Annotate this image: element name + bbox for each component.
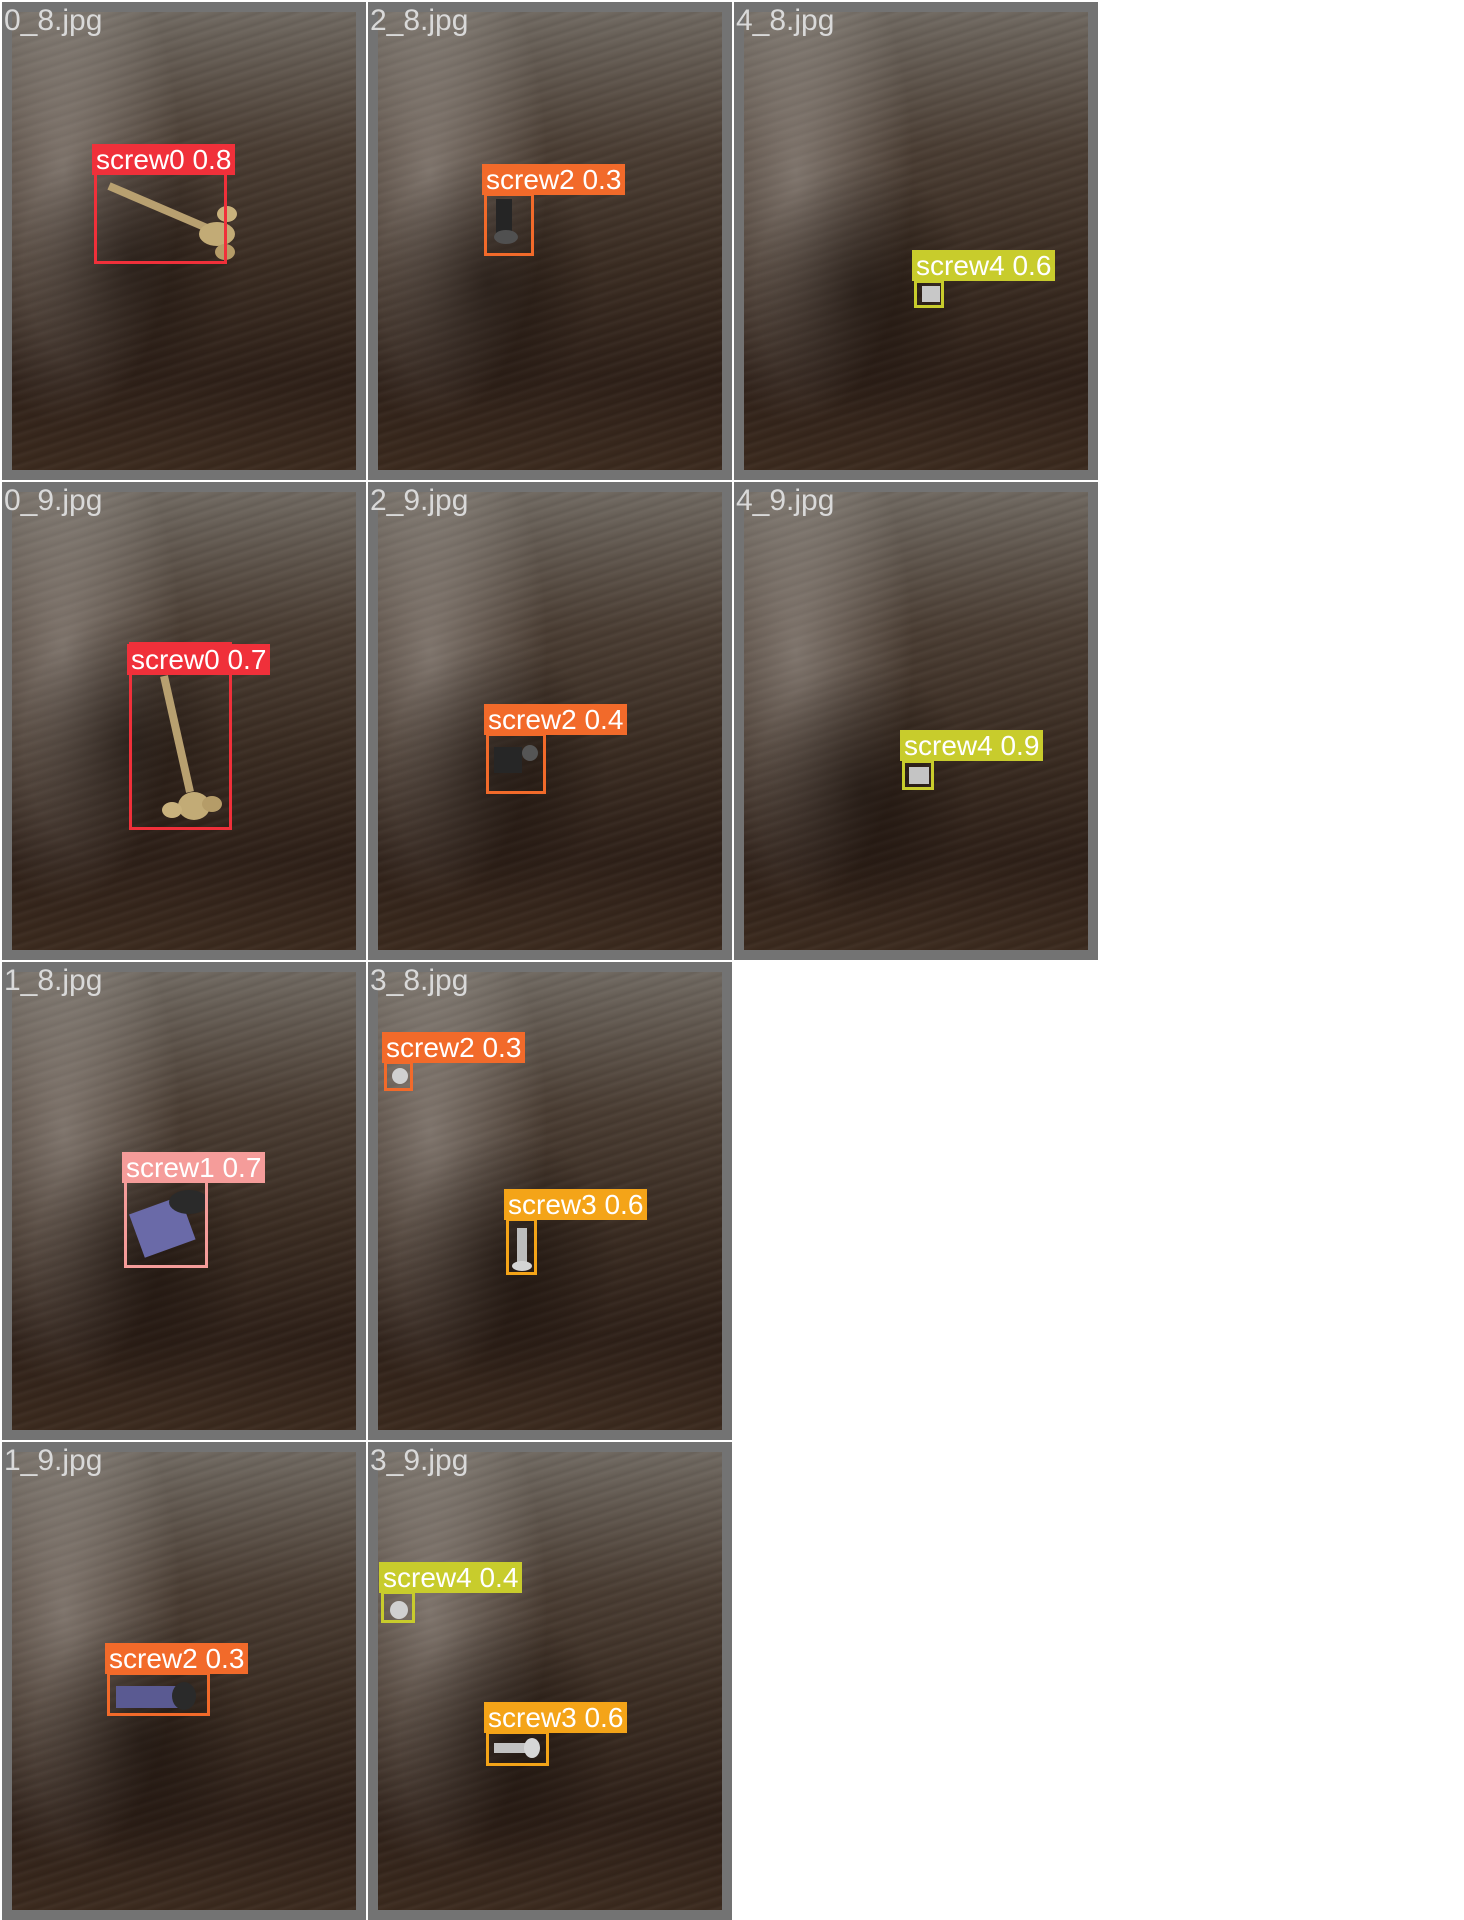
filename-label: 3_8.jpg [370,964,469,997]
detection-label: screw1 0.7 [122,1152,266,1183]
detection-label: screw0 0.7 [127,644,271,675]
photo: screw2 0.3 [12,1452,356,1910]
bbox-screw4 [902,760,934,790]
bbox-screw4 [914,280,944,308]
photo: screw2 0.3 screw3 0.6 [378,972,722,1430]
detection-label: screw2 0.4 [484,704,628,735]
bbox-screw3 [486,1731,549,1766]
silver-screw-object [392,1068,408,1084]
bbox-screw4 [381,1591,415,1623]
filename-label: 2_8.jpg [370,4,469,37]
filename-label: 2_9.jpg [370,484,469,517]
filename-label: 0_9.jpg [4,484,103,517]
bbox-screw2 [484,193,534,256]
wing-screw-object [160,675,222,820]
detection-label: screw2 0.3 [382,1032,526,1063]
image-tile-1_8: screw1 0.7 1_8.jpg [2,962,366,1440]
detection-label: screw4 0.4 [379,1562,523,1593]
blue-screw-object [116,1682,196,1710]
bbox-screw2 [384,1061,413,1091]
filename-label: 1_8.jpg [4,964,103,997]
bbox-screw0 [94,172,227,264]
photo: screw4 0.6 [744,12,1088,470]
detection-label: screw2 0.3 [482,164,626,195]
black-screw-object [494,745,538,773]
image-tile-2_9: screw2 0.4 2_9.jpg [368,482,732,960]
bbox-screw2 [486,733,546,794]
detection-label: screw2 0.3 [105,1643,249,1674]
detection-label: screw4 0.9 [900,730,1044,761]
image-tile-3_8: screw2 0.3 screw3 0.6 3_8.jpg [368,962,732,1440]
photo: screw1 0.7 [12,972,356,1430]
photo: screw4 0.4 screw3 0.6 [378,1452,722,1910]
filename-label: 1_9.jpg [4,1444,103,1477]
photo: screw4 0.9 [744,492,1088,950]
silver-screw-object [494,1738,540,1758]
bbox-screw1 [124,1180,208,1268]
bbox-screw0 [129,642,232,830]
image-tile-4_8: screw4 0.6 4_8.jpg [734,2,1098,480]
filename-label: 4_9.jpg [736,484,835,517]
bbox-screw2 [107,1672,210,1716]
photo: screw0 0.7 [12,492,356,950]
detection-label: screw3 0.6 [484,1702,628,1733]
bbox-screw3 [506,1218,537,1275]
silver-screw-object [909,767,929,784]
photo: screw2 0.3 [378,12,722,470]
filename-label: 4_8.jpg [736,4,835,37]
blue-screw-object [129,1190,209,1258]
silver-screw-object [512,1228,532,1271]
image-tile-0_8: screw0 0.8 0_8.jpg [2,2,366,480]
image-tile-1_9: screw2 0.3 1_9.jpg [2,1442,366,1920]
filename-label: 3_9.jpg [370,1444,469,1477]
detection-label: screw0 0.8 [92,144,236,175]
image-tile-3_9: screw4 0.4 screw3 0.6 3_9.jpg [368,1442,732,1920]
silver-screw-object [390,1601,408,1619]
filename-label: 0_8.jpg [4,4,103,37]
image-tile-2_8: screw2 0.3 2_8.jpg [368,2,732,480]
silver-screw-object [922,286,940,302]
detection-label: screw4 0.6 [912,250,1056,281]
photo: screw2 0.4 [378,492,722,950]
photo: screw0 0.8 [12,12,356,470]
black-screw-object [494,199,518,244]
image-tile-0_9: screw0 0.7 0_9.jpg [2,482,366,960]
detection-label: screw3 0.6 [504,1189,648,1220]
image-tile-4_9: screw4 0.9 4_9.jpg [734,482,1098,960]
